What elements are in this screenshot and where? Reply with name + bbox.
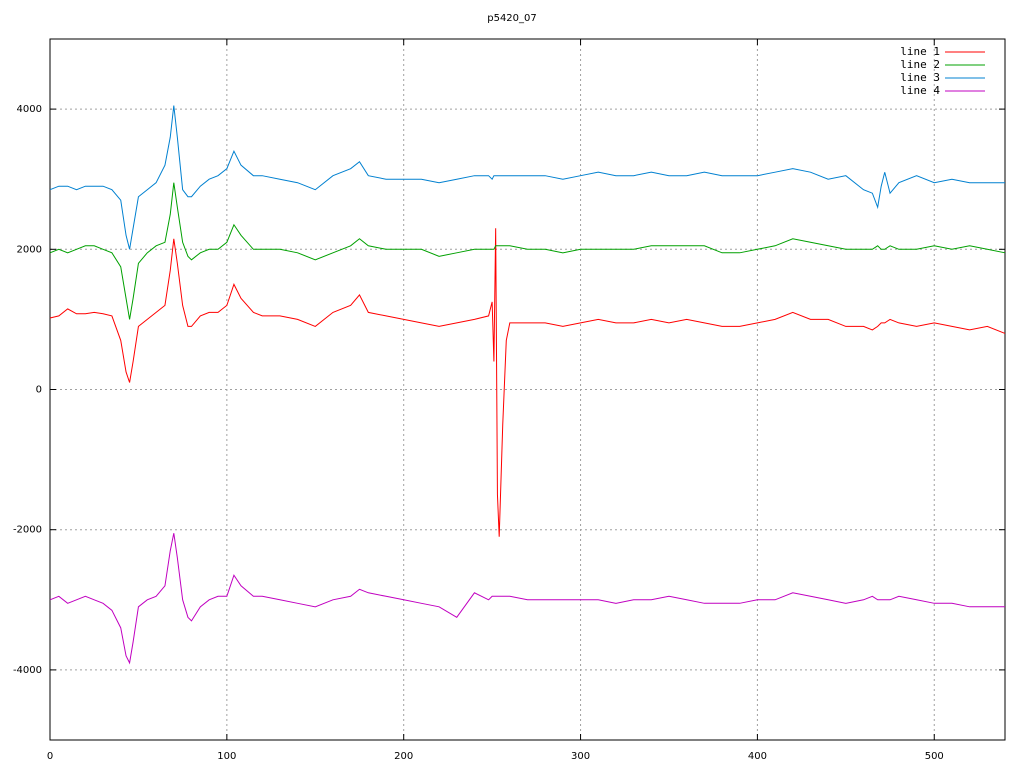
x-tick-label: 0 (47, 751, 53, 762)
y-tick-label: 4000 (17, 104, 42, 115)
legend-label: line 2 (900, 58, 940, 71)
plot-frame (49, 38, 1006, 741)
y-tick-label: -2000 (13, 525, 42, 536)
legend-label: line 4 (900, 84, 940, 97)
x-tick-label: 100 (217, 751, 236, 762)
legend-label: line 1 (900, 45, 940, 58)
x-tick-label: 500 (925, 751, 944, 762)
y-tick-label: 2000 (17, 244, 42, 255)
x-tick-label: 200 (394, 751, 413, 762)
legend-label: line 3 (900, 71, 940, 84)
y-tick-label: -4000 (13, 665, 42, 676)
data-line (49, 228, 1006, 537)
data-line (49, 533, 1005, 665)
x-tick-label: 400 (748, 751, 767, 762)
data-line (49, 105, 1005, 250)
y-tick-label: 0 (36, 385, 42, 396)
data-line (49, 182, 1006, 320)
x-tick-label: 300 (571, 751, 590, 762)
chart-title: p5420_07 (487, 13, 537, 24)
